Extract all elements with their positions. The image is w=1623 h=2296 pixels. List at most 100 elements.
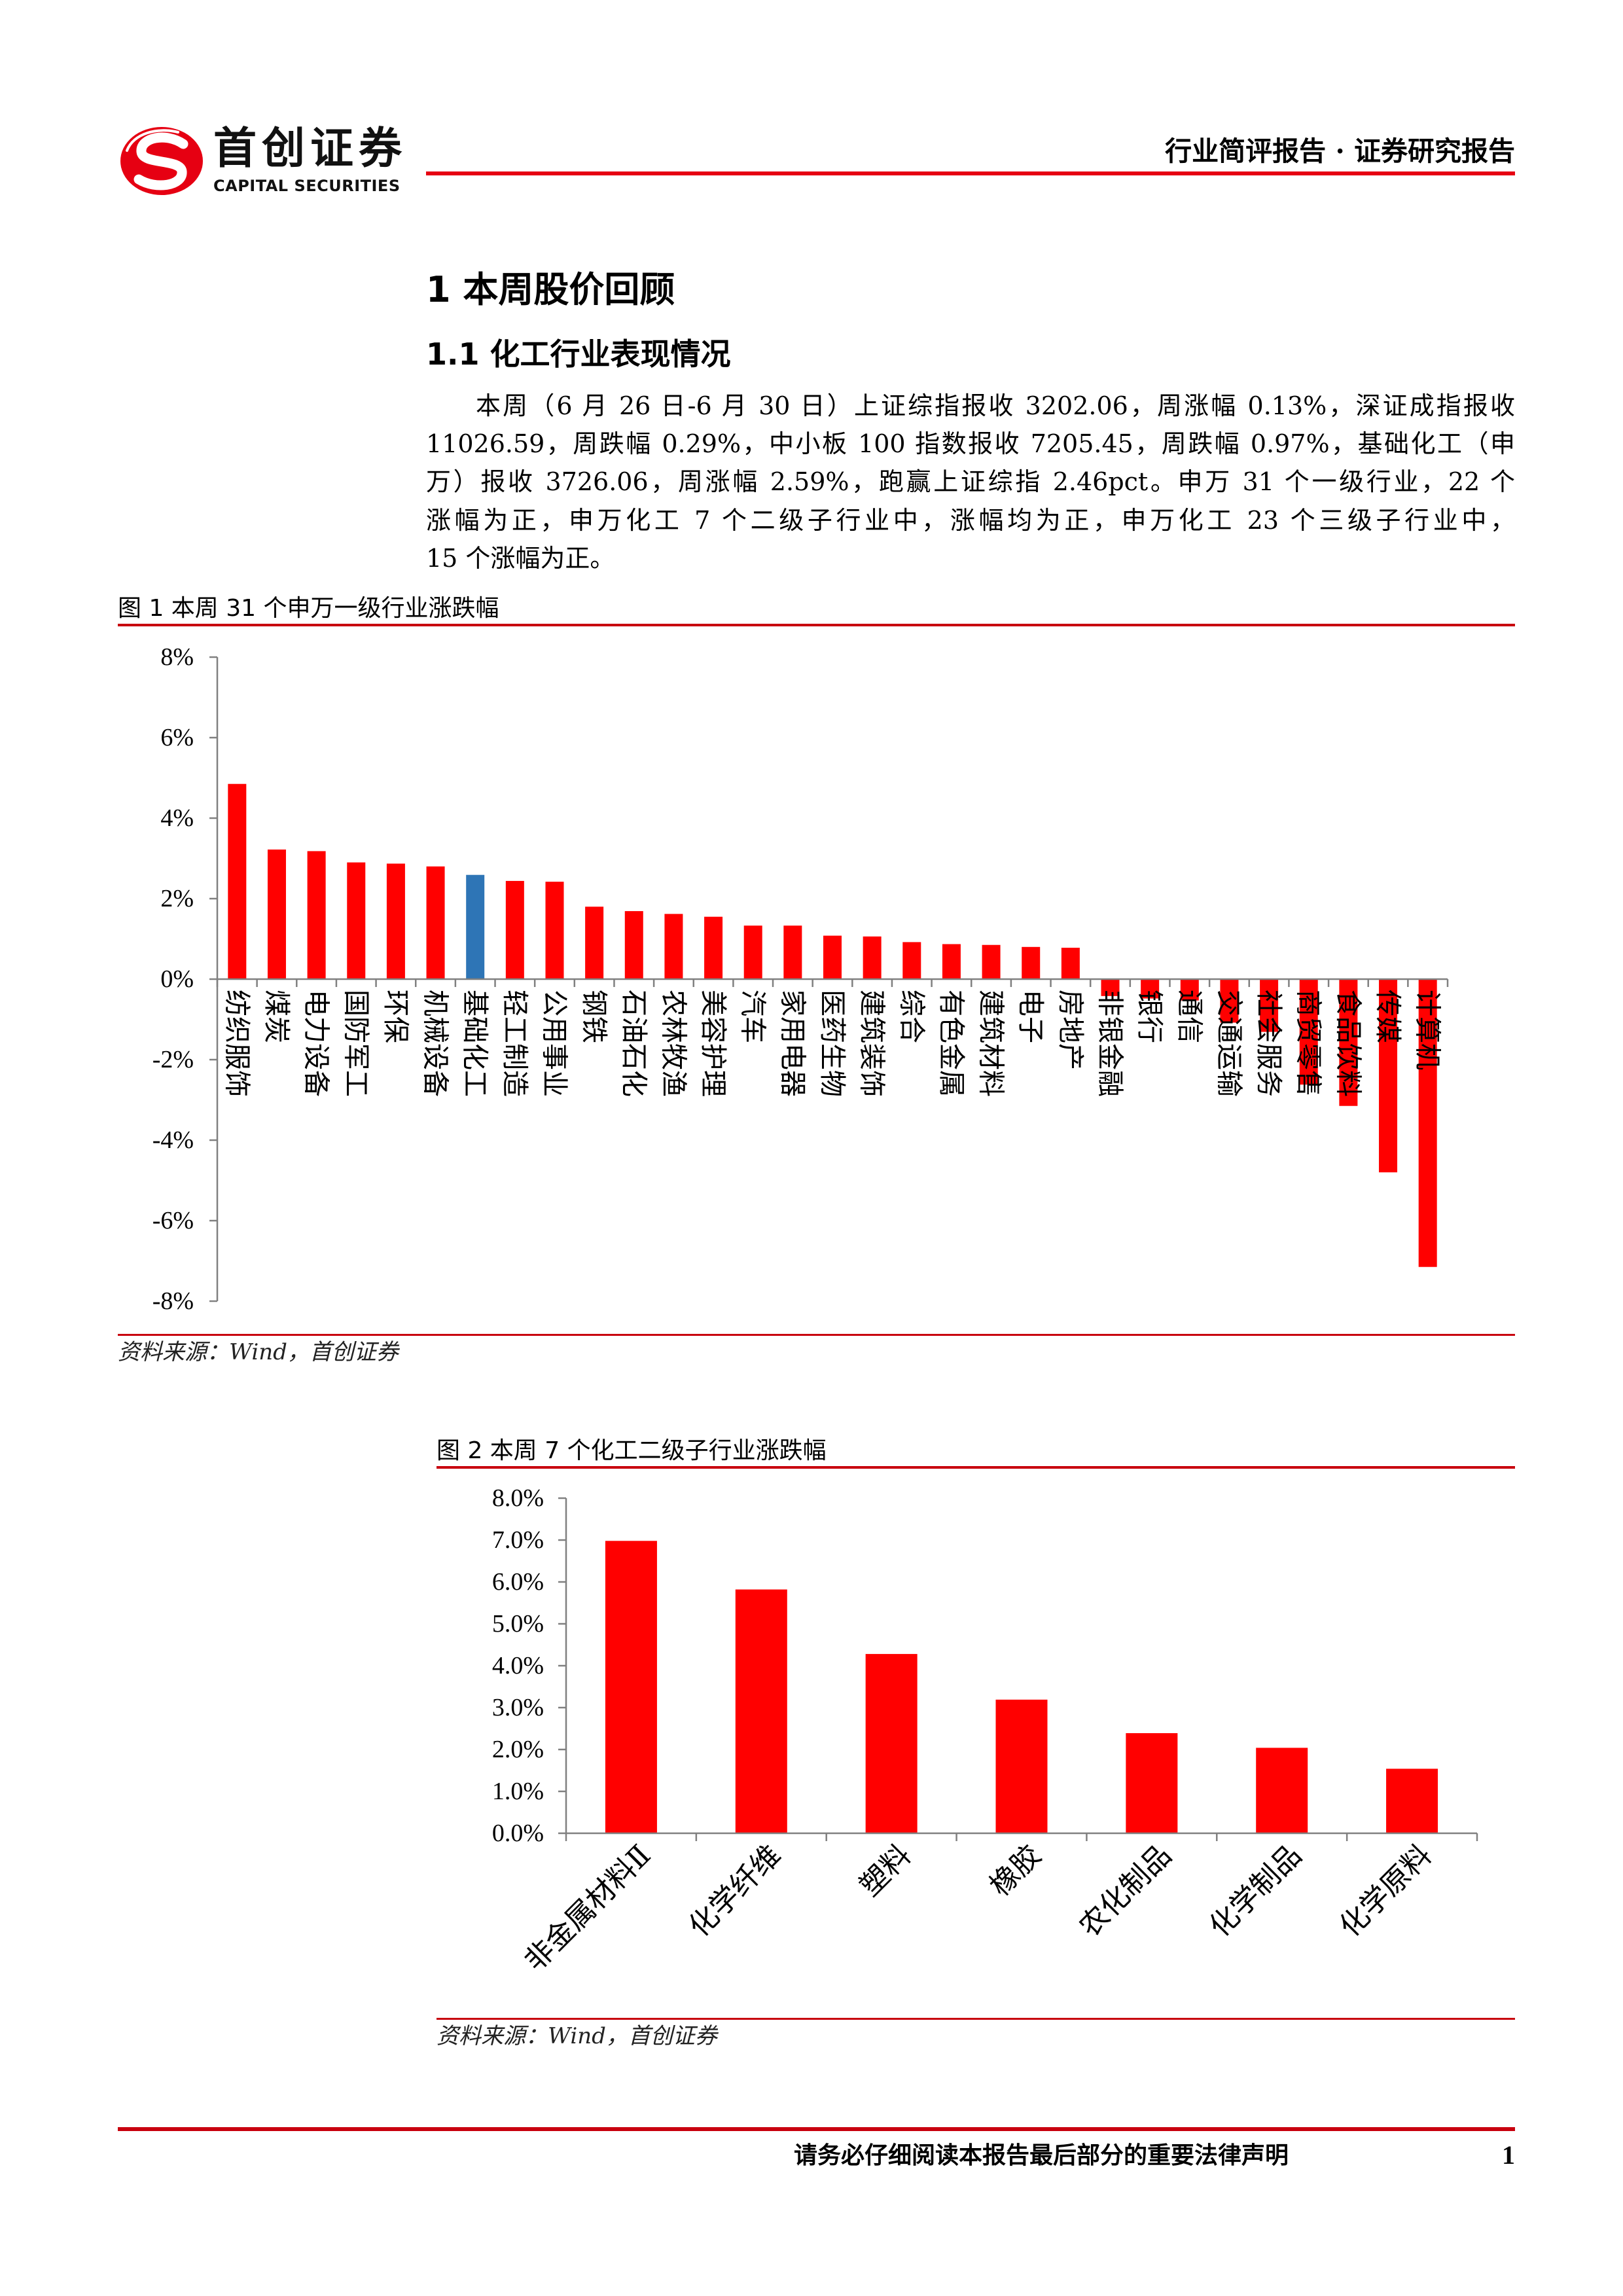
figure1-bar: [267, 849, 286, 979]
figure1-y-tick-label: -4%: [152, 1126, 194, 1154]
figure1-category-label: 家用电器: [777, 990, 808, 1097]
figure1-bar: [1339, 979, 1358, 1106]
figure2-source-rule: [437, 2018, 1515, 2020]
figure1-bar: [1220, 979, 1239, 1023]
figure1-category-label: 石油石化: [618, 990, 650, 1097]
figure1-bar: [1260, 979, 1279, 1032]
figure1-bar: [624, 911, 643, 979]
figure1-category-label: 计算机: [1412, 990, 1444, 1070]
figure2-bar: [735, 1589, 787, 1833]
figure1-bar: [1141, 979, 1160, 999]
figure1-category-label: 电子: [1015, 990, 1046, 1043]
figure1-category-label: 公用事业: [539, 990, 570, 1097]
figure1-category-label: 煤炭: [261, 990, 293, 1043]
figure2-bar: [605, 1541, 657, 1833]
figure2-category-label: 化学制品: [1203, 1839, 1308, 1944]
figure1-bar: [1379, 979, 1398, 1173]
figure2-caption-rule: [437, 1466, 1515, 1469]
figure1-category-label: 综合: [896, 990, 927, 1043]
figure2-bar: [1386, 1768, 1438, 1833]
figure1-bar: [982, 944, 1001, 979]
figure1-y-tick-label: -8%: [152, 1287, 194, 1315]
report-type: 行业简评报告 · 证券研究报告: [1165, 135, 1515, 167]
figure1-bar-chart: 8% 6% 4% 2% 0% -2% -4% -6% -8% 纺织服饰 煤炭 电力设备 国防军工 环保 机械…: [152, 643, 1449, 1315]
section-title: 1 本周股价回顾: [426, 269, 675, 310]
figure1-category-label: 银行: [1134, 990, 1166, 1043]
paragraph-line: 11026.59，周跌幅 0.29%，中小板 100 指数报收 7205.45，…: [426, 429, 1515, 458]
figure1-bar: [942, 944, 961, 979]
figure1-category-label: 电力设备: [301, 990, 332, 1097]
figure2-category-label: 农化制品: [1073, 1839, 1178, 1944]
brand-name-en: CAPITAL SECURITIES: [213, 177, 401, 195]
figure2-bar: [995, 1699, 1048, 1833]
figure2-bar: [1256, 1748, 1308, 1833]
figure1-category-label: 国防军工: [340, 990, 372, 1097]
figure1-y-tick-label: 4%: [160, 804, 194, 832]
figure1-category-label: 环保: [380, 990, 412, 1043]
figure1-bar: [1180, 979, 1199, 1001]
figure1-bar: [902, 942, 921, 979]
figure1-category-label: 传媒: [1372, 990, 1404, 1043]
figure1-category-label: 社会服务: [1253, 990, 1285, 1097]
brand-name: 首创证券: [213, 123, 407, 173]
paragraph-line: 涨幅为正，申万化工 7 个二级子行业中，涨幅均为正，申万化工 23 个三级子行业…: [426, 506, 1515, 535]
figure2-y-tick-label: 1.0%: [492, 1778, 544, 1805]
footer-rule: [118, 2127, 1515, 2131]
figure1-bar: [426, 866, 445, 979]
figure1-y-tick-label: -6%: [152, 1207, 194, 1234]
figure1-bar: [1101, 979, 1120, 996]
figure1-category-label: 钢铁: [579, 990, 610, 1043]
figure1-bar: [545, 882, 564, 979]
figure2-bar: [1126, 1733, 1178, 1833]
figure2-y-tick-label: 5.0%: [492, 1610, 544, 1638]
figure1-bar: [386, 863, 405, 979]
figure1-y-tick-label: 8%: [160, 643, 194, 671]
header-rule: [426, 171, 1515, 175]
figure1-category-label: 轻工制造: [499, 990, 531, 1097]
figure1-category-label: 食品饮料: [1332, 990, 1364, 1097]
figure1-y-tick-label: -2%: [152, 1046, 194, 1073]
figure1-bar: [863, 936, 882, 979]
figure1-category-label: 汽车: [738, 990, 769, 1043]
figure1-caption: 图 1 本周 31 个申万一级行业涨跌幅: [118, 595, 499, 622]
page-number: 1: [1502, 2140, 1515, 2170]
figure1-y-tick-label: 0%: [160, 965, 194, 993]
figure1-category-label: 通信: [1174, 990, 1205, 1043]
figure1-category-label: 农林牧渔: [658, 990, 689, 1097]
figure2-y-tick-label: 3.0%: [492, 1694, 544, 1721]
paragraph-line: 15 个涨幅为正。: [426, 544, 615, 573]
figure1-category-label: 医药生物: [817, 990, 848, 1097]
figure1-category-label: 机械设备: [420, 990, 452, 1097]
figure1-category-label: 有色金属: [936, 990, 967, 1097]
figure1-bar: [704, 916, 723, 979]
figure1-category-label: 基础化工: [459, 990, 491, 1097]
figure2-category-label: 塑料: [853, 1839, 918, 1903]
figure1-bar: [743, 925, 762, 979]
figure2-category-label: 非金属材料Ⅱ: [518, 1839, 658, 1978]
figure2-source: 资料来源：Wind，首创证券: [437, 2023, 717, 2049]
capital-securities-logo-icon: [120, 127, 203, 195]
figure1-bar: [1061, 948, 1080, 979]
figure1-category-label: 非银金融: [1095, 990, 1126, 1097]
figure1-category-label: 房地产: [1055, 990, 1086, 1070]
figure1-category-label: 纺织服饰: [221, 990, 253, 1097]
figure2-category-label: 化学原料: [1333, 1839, 1438, 1944]
figure1-y-tick-label: 2%: [160, 885, 194, 912]
figure1-category-label: 建筑装饰: [857, 990, 888, 1097]
figure2-bar-chart: 8.0% 7.0% 6.0% 5.0% 4.0% 3.0% 2.0% 1.0% 0.0%非金属材…: [492, 1484, 1478, 1978]
figure1-caption-rule: [118, 624, 1515, 626]
figure1-source-rule: [118, 1334, 1515, 1336]
paragraph-line: 本周（6 月 26 日-6 月 30 日）上证综指报收 3202.06，周涨幅 …: [476, 391, 1515, 420]
figure2-bar: [865, 1654, 918, 1833]
figure2-caption: 图 2 本周 7 个化工二级子行业涨跌幅: [437, 1437, 827, 1464]
figure1-bar: [1418, 979, 1437, 1267]
figure2-category-label: 橡胶: [984, 1839, 1048, 1903]
figure2-y-tick-label: 4.0%: [492, 1652, 544, 1679]
figure1-bar: [585, 906, 604, 979]
figure1-category-label: 美容护理: [698, 990, 729, 1097]
figure1-bar: [664, 914, 683, 979]
figure1-bar: [228, 783, 247, 979]
figure2-y-tick-label: 8.0%: [492, 1484, 544, 1512]
figure1-bar: [1299, 979, 1318, 1085]
